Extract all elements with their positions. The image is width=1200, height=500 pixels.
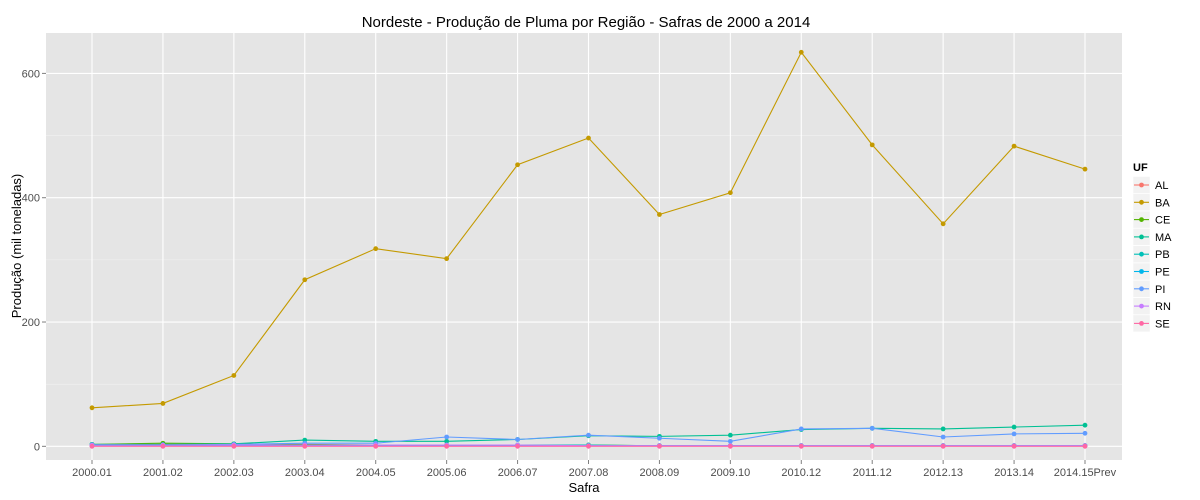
data-point-ba	[302, 277, 308, 283]
x-tick-label: 2010.12	[781, 467, 821, 479]
data-point-ma	[1011, 424, 1017, 430]
y-tick-label: 0	[34, 441, 40, 453]
x-tick-label: 2006.07	[498, 467, 538, 479]
legend-label-se: SE	[1155, 318, 1170, 330]
grid-lines	[46, 33, 1122, 460]
data-point-ba	[657, 212, 662, 217]
legend-key-point	[1139, 199, 1144, 205]
data-point-pi	[798, 426, 804, 432]
data-point-ma	[1082, 422, 1088, 428]
data-point-se	[302, 443, 308, 449]
legend: UF AL BA CE MA PB PE PI RN SE	[1132, 162, 1172, 333]
legend-key-point	[1139, 321, 1144, 326]
data-point-ba	[1011, 143, 1017, 149]
x-tick-label: 2014.15Prev	[1054, 467, 1117, 479]
data-point-se	[1082, 443, 1088, 449]
data-point-ma	[444, 438, 450, 444]
data-point-pi	[727, 438, 733, 444]
legend-key-point	[1139, 269, 1144, 274]
data-point-pi	[444, 434, 450, 440]
legend-title: UF	[1133, 162, 1148, 174]
x-tick-label: 2004.05	[356, 467, 396, 479]
x-tick-label: 2007.08	[569, 467, 609, 479]
data-point-ba	[798, 49, 804, 55]
legend-label-ce: CE	[1155, 215, 1170, 227]
series-layer	[89, 49, 1088, 449]
legend-label-ma: MA	[1155, 232, 1172, 244]
data-point-ba	[373, 246, 379, 252]
y-axis-ticks: 0 200 400 600	[22, 68, 46, 453]
legend-key-point	[1139, 251, 1144, 257]
data-point-se	[1011, 443, 1017, 449]
data-point-se	[444, 443, 450, 449]
data-point-ba	[160, 401, 166, 406]
data-point-ba	[89, 405, 95, 411]
y-tick-label: 400	[22, 193, 40, 205]
x-tick-label: 2003.04	[285, 467, 325, 479]
data-point-pi	[657, 435, 662, 441]
legend-label-rn: RN	[1155, 301, 1171, 313]
data-point-pi	[515, 437, 520, 442]
legend-key-point	[1139, 303, 1144, 309]
data-point-se	[657, 443, 662, 449]
data-point-ba	[940, 221, 946, 227]
data-point-pi	[869, 425, 875, 431]
legend-label-ba: BA	[1155, 197, 1170, 209]
data-point-ma	[727, 432, 733, 438]
legend-label-pe: PE	[1155, 267, 1170, 279]
x-tick-label: 2011.12	[853, 467, 892, 479]
legend-label-pi: PI	[1155, 284, 1165, 296]
y-tick-label: 200	[22, 317, 40, 329]
x-axis-title: Safra	[568, 480, 600, 495]
data-point-pi	[1011, 431, 1017, 437]
data-point-se	[515, 443, 520, 449]
data-point-ba	[231, 373, 237, 378]
chart-title: Nordeste - Produção de Pluma por Região …	[362, 14, 811, 31]
legend-key-point	[1139, 217, 1144, 223]
data-point-ba	[515, 162, 520, 168]
y-tick-label: 600	[22, 68, 40, 80]
data-point-se	[89, 443, 95, 449]
x-axis-ticks: 2000.01 2001.02 2002.03 2003.04 2004.05 2005.…	[72, 460, 1117, 479]
data-point-se	[373, 443, 379, 449]
data-point-se	[798, 443, 804, 449]
legend-label-al: AL	[1155, 180, 1168, 192]
data-point-ba	[1082, 166, 1088, 172]
x-tick-label: 2009.10	[710, 467, 750, 479]
data-point-se	[586, 443, 591, 449]
x-tick-label: 2005.06	[427, 467, 467, 479]
data-point-se	[727, 443, 733, 449]
x-tick-label: 2001.02	[143, 467, 183, 479]
plot-panel	[46, 33, 1122, 460]
data-point-se	[160, 443, 166, 449]
data-point-ba	[869, 142, 875, 148]
x-tick-label: 2002.03	[214, 467, 254, 479]
data-point-ba	[444, 256, 450, 262]
data-point-pi	[940, 434, 946, 440]
data-point-ba	[586, 135, 591, 141]
data-point-ma	[940, 426, 946, 432]
data-point-pi	[586, 432, 591, 438]
x-tick-label: 2013.14	[994, 467, 1034, 479]
legend-key-point	[1139, 286, 1144, 292]
y-axis-title: Produção (mil toneladas)	[9, 174, 24, 319]
legend-label-pb: PB	[1155, 249, 1170, 261]
legend-key-point	[1139, 182, 1144, 188]
data-point-pi	[1082, 430, 1088, 436]
legend-key-point	[1139, 234, 1144, 240]
x-tick-label: 2012.13	[923, 467, 963, 479]
data-point-se	[231, 443, 237, 449]
x-tick-label: 2008.09	[640, 467, 680, 479]
data-point-se	[869, 443, 875, 449]
data-point-se	[940, 443, 946, 449]
data-point-ba	[727, 190, 733, 196]
x-tick-label: 2000.01	[72, 467, 112, 479]
